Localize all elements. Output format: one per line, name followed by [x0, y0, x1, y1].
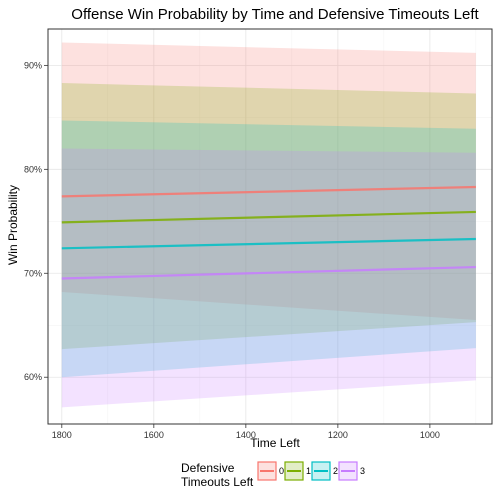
y-tick-label: 70% [24, 268, 42, 278]
y-tick-label: 80% [24, 164, 42, 174]
chart-title: Offense Win Probability by Time and Defe… [71, 6, 479, 23]
y-tick-label: 90% [24, 60, 42, 70]
x-tick-label: 1200 [328, 430, 348, 440]
ribbon-timeouts-0 [61, 42, 476, 321]
x-tick-label: 1800 [52, 430, 72, 440]
legend-title-line-2: Timeouts Left [181, 475, 254, 489]
plot-panel-border [47, 28, 493, 425]
legend-label-2: 2 [333, 466, 338, 476]
series-lines [61, 185, 476, 280]
ribbon-timeouts-3 [61, 148, 476, 408]
x-axis-title: Time Left [250, 436, 300, 450]
ribbon-timeouts-2 [61, 120, 476, 378]
legend-title-line-1: Defensive [181, 461, 235, 475]
line-timeouts-3 [61, 265, 476, 280]
line-timeouts-1 [61, 210, 476, 224]
legend: Defensive Timeouts Left 0 1 2 3 [181, 461, 365, 489]
legend-label-1: 1 [306, 466, 311, 476]
axis-ticks: 1800 1600 1400 1200 1000 60% 70% 80% 90% [24, 60, 440, 440]
legend-label-3: 3 [360, 466, 365, 476]
line-timeouts-2 [61, 237, 476, 250]
confidence-ribbons [61, 42, 476, 408]
legend-label-0: 0 [279, 466, 284, 476]
line-timeouts-0 [61, 185, 476, 198]
y-axis-title: Win Probability [6, 185, 20, 265]
y-tick-label: 60% [24, 372, 42, 382]
x-tick-label: 1400 [236, 430, 256, 440]
x-tick-label: 1600 [144, 430, 164, 440]
x-tick-label: 1000 [420, 430, 440, 440]
